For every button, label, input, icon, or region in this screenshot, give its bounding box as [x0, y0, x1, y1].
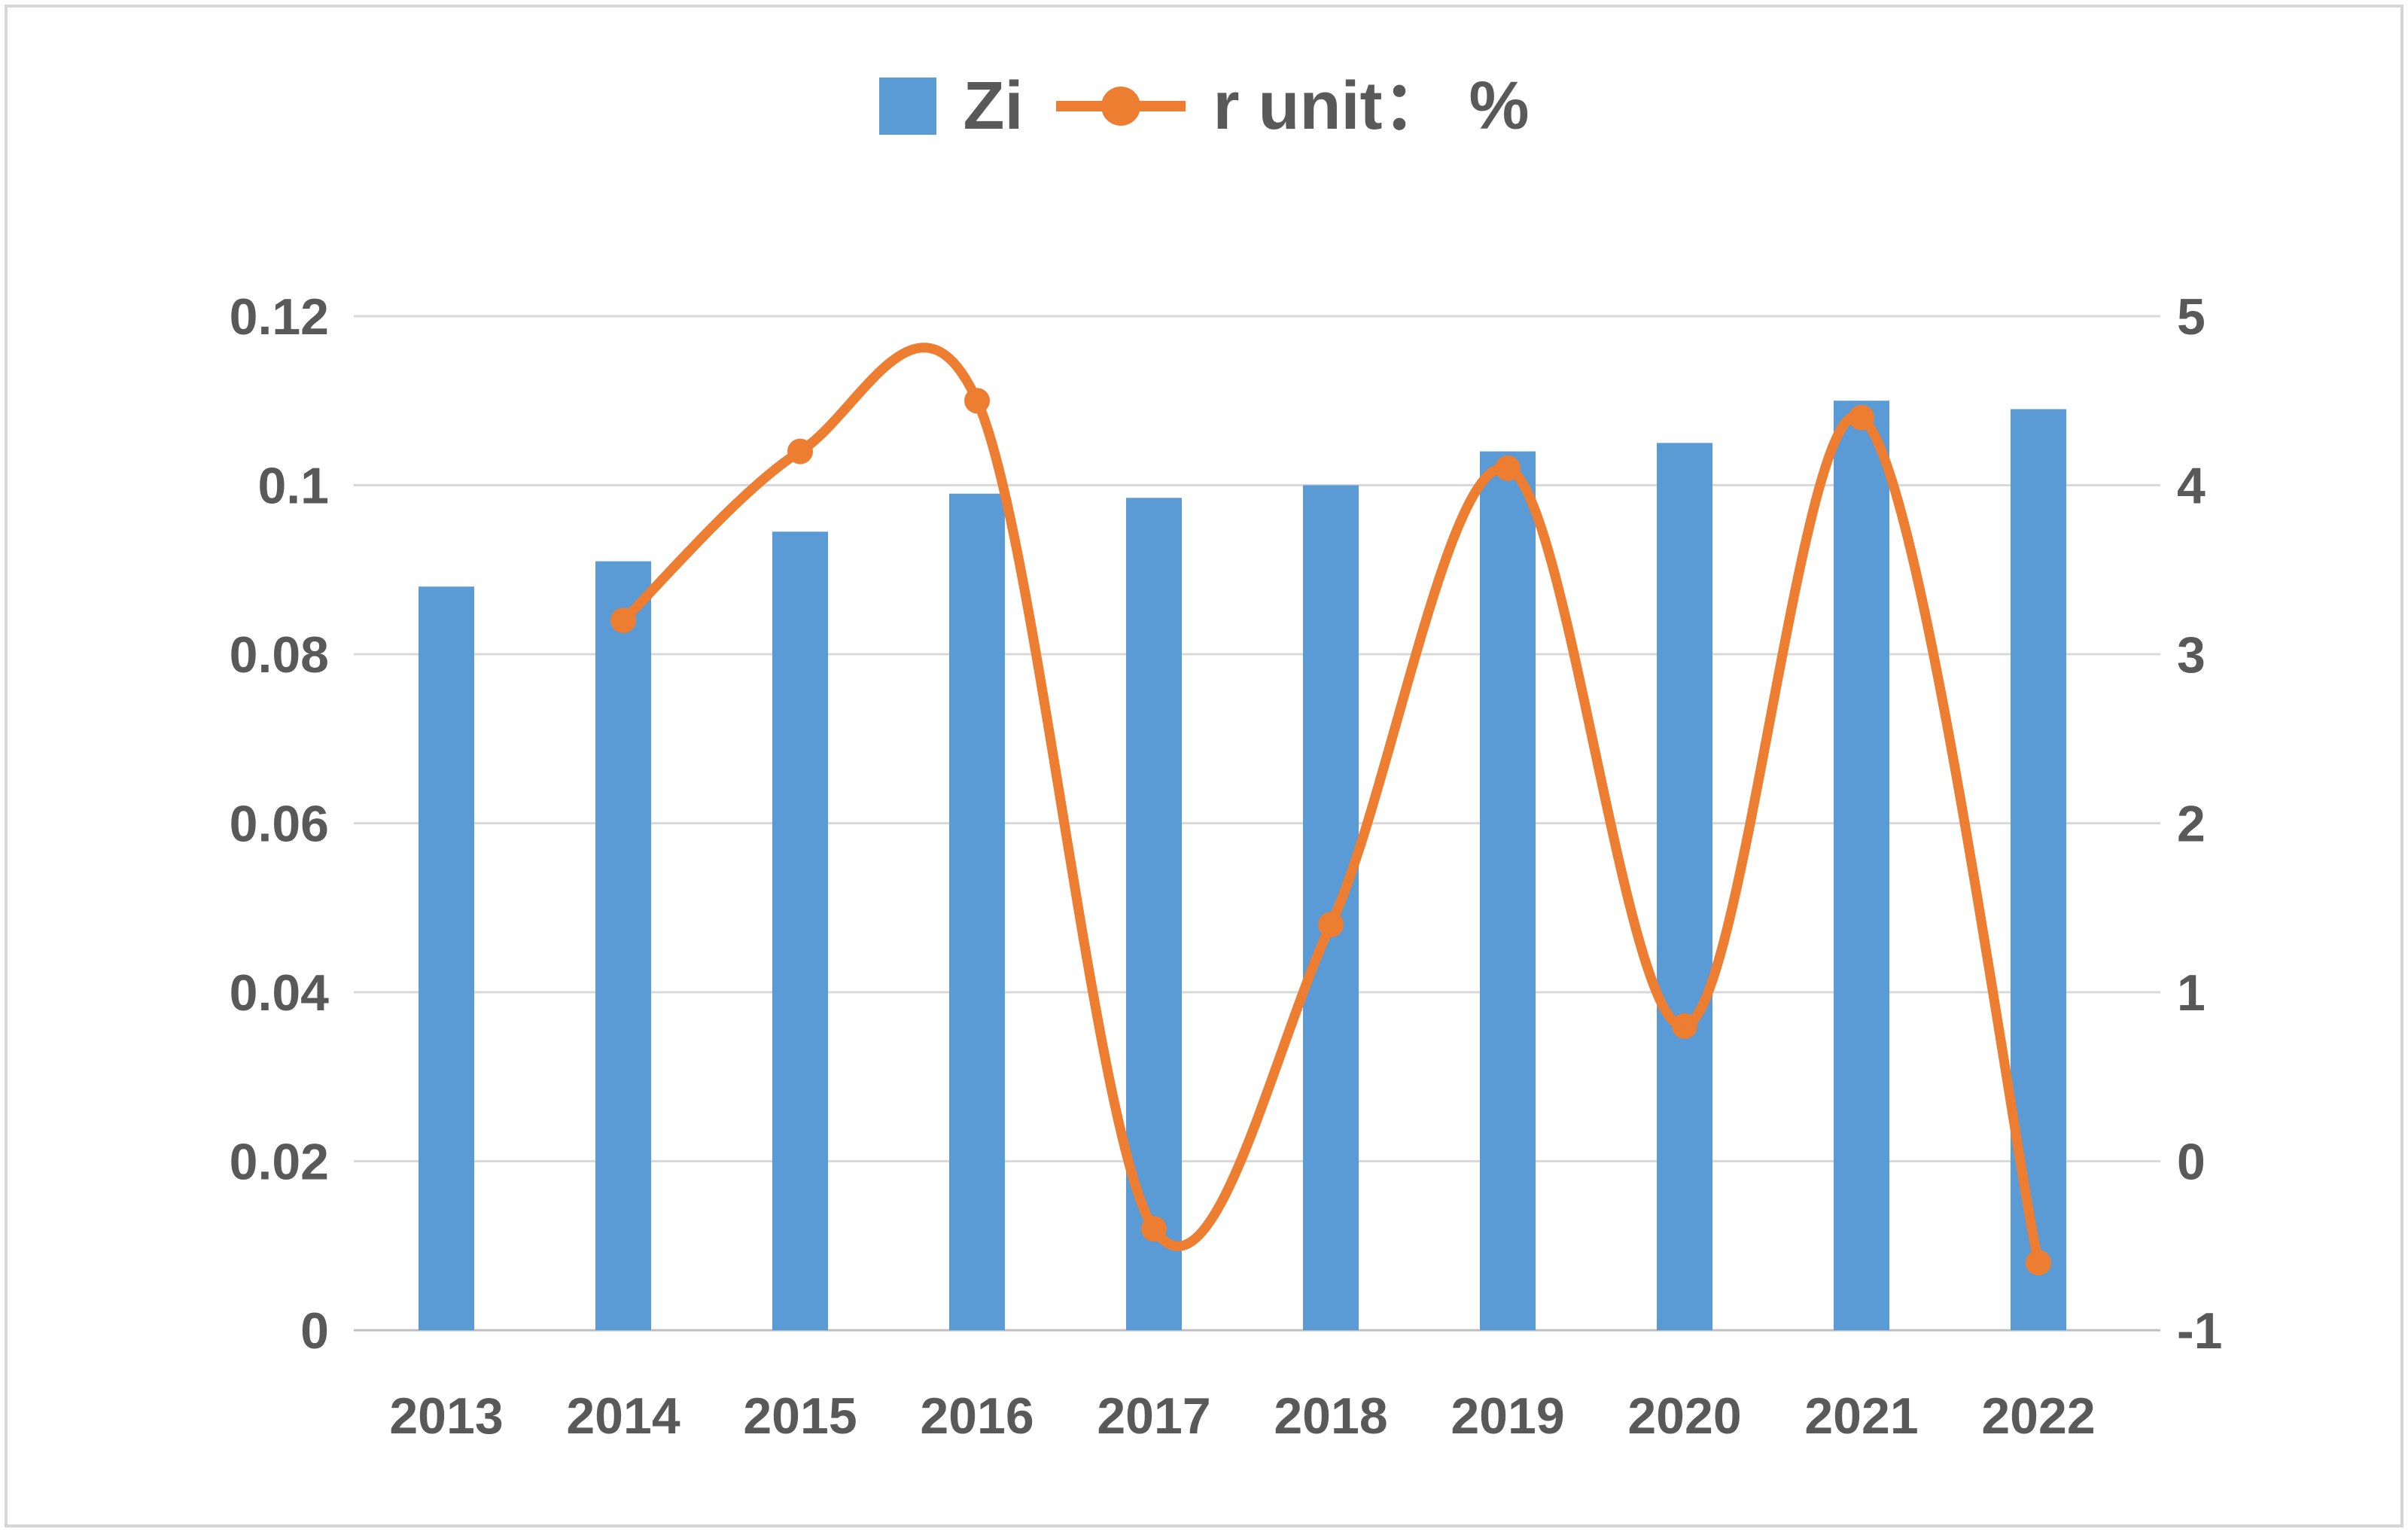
right-axis-tick-label: 5	[2177, 288, 2206, 346]
line-marker-2014	[610, 608, 636, 634]
left-axis-tick-label: 0.06	[230, 796, 329, 853]
line-marker-2018	[1318, 912, 1344, 938]
line-series-dot-icon	[1101, 87, 1141, 126]
legend-item-zi: Zi	[878, 69, 1024, 144]
bar-2021	[1834, 401, 1889, 1330]
legend: Zi r unit： %	[0, 72, 2408, 140]
bar-2018	[1303, 485, 1359, 1330]
bar-2022	[2011, 409, 2066, 1330]
left-axis-tick-label: 0.04	[230, 964, 330, 1022]
bar-2020	[1657, 443, 1712, 1330]
legend-label-zi: Zi	[963, 69, 1024, 144]
x-axis-label: 2017	[1097, 1387, 1210, 1445]
line-marker-2017	[1141, 1216, 1167, 1242]
line-marker-2020	[1672, 1013, 1697, 1039]
x-axis-label: 2022	[1981, 1387, 2095, 1445]
x-axis-label: 2013	[389, 1387, 503, 1445]
right-axis-tick-label: 1	[2177, 964, 2206, 1022]
right-axis-tick-label: 0	[2177, 1134, 2206, 1191]
line-marker-2016	[964, 388, 990, 414]
bar-series-swatch-icon	[878, 78, 936, 135]
r-line	[618, 343, 2044, 1268]
x-axis-label: 2020	[1627, 1387, 1741, 1445]
line-marker-2021	[1849, 404, 1874, 431]
left-axis-tick-label: 0	[300, 1302, 329, 1360]
bar-2015	[772, 531, 828, 1330]
bar-2013	[419, 586, 474, 1330]
left-axis-tick-label: 0.12	[230, 288, 329, 346]
bar-2017	[1126, 498, 1182, 1330]
x-axis-label: 2016	[920, 1387, 1034, 1445]
legend-item-r: r unit： %	[1056, 72, 1529, 140]
bar-2019	[1480, 451, 1536, 1330]
x-axis-label: 2019	[1451, 1387, 1564, 1445]
line-series-marker-icon	[1056, 87, 1186, 126]
legend-label-r: r unit： %	[1213, 69, 1530, 144]
x-axis-label: 2015	[743, 1387, 857, 1445]
right-axis-tick-label: 3	[2177, 626, 2206, 684]
right-axis-tick-label: -1	[2177, 1302, 2222, 1360]
bar-2014	[595, 561, 651, 1330]
x-axis-label: 2014	[566, 1387, 680, 1445]
line-marker-2019	[1495, 455, 1521, 482]
x-axis-label: 2018	[1274, 1387, 1387, 1445]
right-axis-tick-label: 2	[2177, 796, 2206, 853]
left-axis-tick-label: 0.08	[230, 626, 329, 684]
left-axis-tick-label: 0.1	[257, 458, 329, 515]
line-marker-2015	[787, 438, 813, 464]
right-axis-tick-label: 4	[2177, 458, 2206, 515]
left-axis-tick-label: 0.02	[230, 1134, 329, 1191]
x-axis-label: 2021	[1804, 1387, 1918, 1445]
bar-2016	[949, 493, 1005, 1330]
line-marker-2022	[2026, 1250, 2051, 1276]
